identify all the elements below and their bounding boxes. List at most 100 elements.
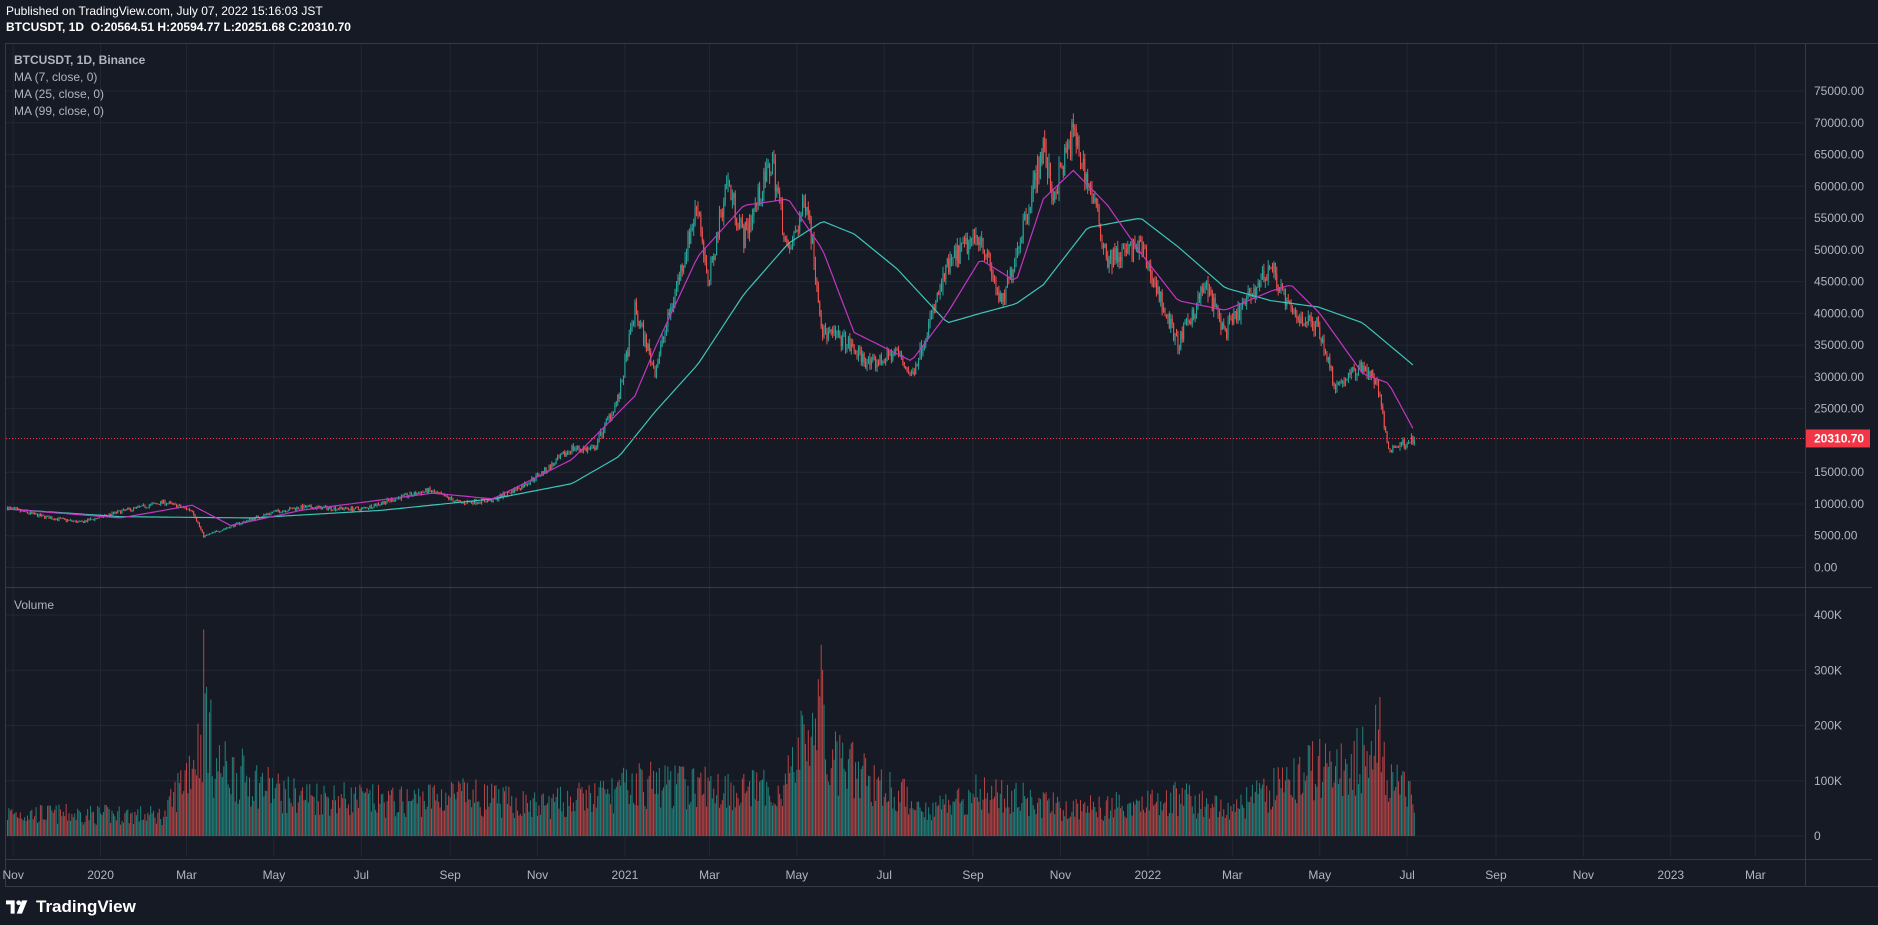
candle-body — [352, 507, 354, 511]
legend-ma7[interactable]: MA (7, close, 0) — [14, 70, 97, 84]
candle-body — [1329, 357, 1331, 369]
candle-body — [1290, 302, 1292, 310]
volume-bar — [581, 787, 583, 836]
candle-body — [253, 518, 255, 520]
candle-body — [893, 353, 895, 355]
legend-ma25[interactable]: MA (25, close, 0) — [14, 87, 104, 101]
candle-body — [110, 513, 112, 516]
candle-body — [622, 377, 624, 382]
candle-body — [714, 255, 716, 260]
volume-bar — [280, 800, 282, 836]
volume-bar — [456, 791, 458, 836]
candle-body — [1164, 307, 1166, 315]
candle-body — [87, 518, 89, 522]
candle-body — [92, 519, 94, 521]
volume-bar — [900, 782, 902, 836]
candle-body — [256, 516, 258, 518]
volume-bar — [1336, 749, 1338, 836]
candle-body — [1170, 318, 1172, 329]
volume-bar — [98, 807, 100, 836]
candle-body — [488, 499, 490, 501]
tradingview-logo[interactable]: TradingView — [6, 897, 136, 917]
volume-bar — [605, 793, 607, 836]
price-tick-label: 75000.00 — [1814, 84, 1864, 98]
candle-body — [95, 518, 97, 520]
candle-body — [175, 503, 177, 508]
volume-bar — [882, 805, 884, 836]
volume-bar — [194, 769, 196, 836]
volume-bar — [1065, 801, 1067, 836]
volume-bar — [1234, 811, 1236, 836]
volume-bar — [1104, 815, 1106, 836]
legend-volume[interactable]: Volume — [14, 598, 54, 612]
volume-bar — [476, 801, 478, 836]
volume-bar — [1047, 800, 1049, 836]
volume-bar — [1077, 803, 1079, 836]
volume-bar — [418, 788, 420, 836]
volume-bar — [678, 766, 680, 836]
volume-bar — [274, 788, 276, 836]
candle-body — [1200, 287, 1202, 299]
candle-body — [178, 505, 180, 507]
candle-body — [655, 366, 657, 378]
candle-body — [445, 495, 447, 497]
volume-bar — [353, 793, 355, 836]
volume-bar — [1097, 817, 1099, 836]
volume-bar — [234, 801, 236, 836]
volume-bar — [1408, 781, 1410, 836]
volume-bar — [936, 806, 938, 836]
ma25-line — [7, 169, 1414, 527]
price-tick-label: 50000.00 — [1814, 243, 1864, 257]
candle-body — [918, 358, 920, 366]
volume-bar — [759, 781, 761, 836]
volume-bar — [1108, 818, 1110, 836]
volume-bar — [1251, 784, 1253, 836]
volume-bar — [754, 799, 756, 836]
candle-body — [339, 506, 341, 510]
candle-body — [425, 488, 427, 492]
volume-bar — [537, 816, 539, 836]
candle-body — [645, 335, 647, 351]
candle-body — [614, 404, 616, 413]
candle-body — [1293, 309, 1295, 313]
candle-body — [419, 492, 421, 495]
candle-body — [153, 502, 155, 504]
candle-body — [1294, 309, 1296, 316]
candle-body — [492, 497, 494, 502]
candle-body — [607, 417, 609, 420]
candle-body — [717, 232, 719, 238]
candle-body — [843, 334, 845, 336]
candle-body — [1147, 267, 1149, 269]
candle-body — [279, 511, 281, 513]
volume-bar — [905, 806, 907, 836]
candle-body — [1283, 288, 1285, 290]
candle-body — [1117, 248, 1119, 262]
volume-bar — [1370, 741, 1372, 836]
candle-body — [1266, 279, 1268, 281]
candle-body — [809, 215, 811, 218]
volume-bar — [306, 784, 308, 836]
candle-body — [713, 256, 715, 260]
volume-bar — [893, 796, 895, 836]
volume-bar — [665, 784, 667, 836]
volume-bar — [1118, 794, 1120, 836]
candle-body — [1031, 192, 1033, 208]
volume-tick-label: 200K — [1814, 719, 1842, 733]
volume-bar — [913, 809, 915, 836]
volume-bar — [774, 804, 776, 836]
candle-body — [94, 518, 96, 521]
candle-body — [1220, 318, 1222, 330]
volume-bar — [1320, 797, 1322, 836]
volume-bar — [541, 794, 543, 836]
volume-bar — [985, 798, 987, 836]
candle-body — [1339, 382, 1341, 384]
candle-body — [587, 448, 589, 452]
volume-bar — [777, 785, 779, 836]
volume-bar — [180, 770, 182, 836]
volume-bar — [47, 805, 49, 836]
volume-bar — [1128, 802, 1130, 836]
volume-bar — [559, 786, 561, 836]
candle-body — [158, 503, 160, 505]
legend-ma99[interactable]: MA (99, close, 0) — [14, 104, 104, 118]
